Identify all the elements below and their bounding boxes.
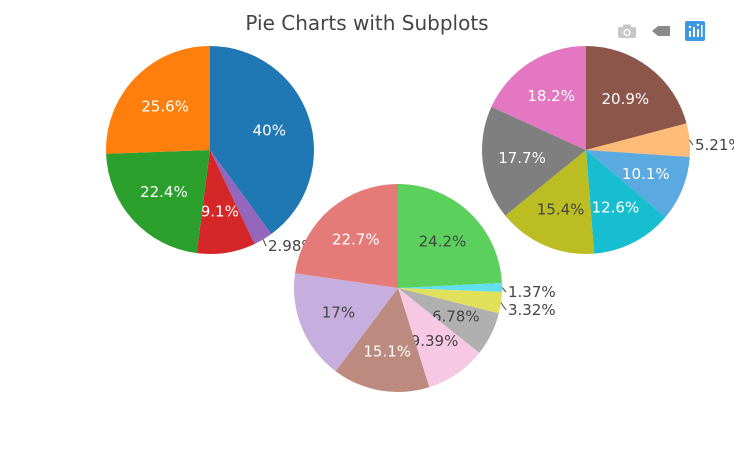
pie-2-slice-6[interactable] — [482, 106, 586, 216]
pie-3-leader-3 — [500, 302, 507, 311]
pie-1-slice-4[interactable] — [106, 150, 210, 254]
pie-2-label-6: 17.7% — [498, 149, 546, 167]
pie-3-label-5: 9.39% — [411, 332, 459, 350]
pie-2-label-2: 5.21% — [695, 136, 734, 154]
pie-3-slice-2[interactable] — [398, 282, 502, 292]
pies-group: 40%2.98%9.1%22.4%25.6%20.9%5.21%10.1%12.… — [106, 45, 734, 392]
pie-2: 20.9% 5.21% 10.1% 12.6% 15.4% 17.7% 18.2% — [482, 45, 734, 255]
pie-3-label-7: 17% — [322, 304, 355, 322]
pie-2-leader-2 — [689, 139, 694, 146]
pie-2-slice-2[interactable] — [586, 123, 690, 158]
pie-3-slice-5[interactable] — [398, 288, 480, 388]
chart-title: Pie Charts with Subplots — [245, 11, 488, 35]
pie-2-slice-4[interactable] — [586, 150, 666, 254]
pie-3-label-4: 6.78% — [432, 308, 480, 326]
pan-icon[interactable] — [648, 18, 674, 44]
pie-2-label-5: 15.4% — [537, 200, 585, 218]
pie-3-slice-1[interactable] — [398, 184, 502, 288]
pie-3-slice-7[interactable] — [294, 273, 398, 372]
pie-3-label-8: 22.7% — [332, 230, 380, 248]
pie-1-slice-5[interactable] — [106, 46, 210, 154]
pie-2-slice-3[interactable] — [586, 150, 690, 218]
pie-1: 40%2.98%9.1%22.4%25.6% — [106, 45, 316, 255]
camera-icon[interactable] — [614, 18, 640, 44]
pie-1-leader-2 — [262, 239, 267, 247]
pie-2-slice-7[interactable] — [491, 46, 586, 150]
pie-3-leader-2 — [501, 287, 507, 293]
pie-3-label-3: 3.32% — [508, 301, 556, 319]
pie-3-label-6: 15.1% — [363, 343, 411, 361]
pie-3-slice-6[interactable] — [335, 288, 430, 392]
pie-3: 24.2% 1.37%3.32% 6.78% 9.39%15.1% 17% 22.7% — [294, 184, 556, 392]
pie-1-label-1: 40% — [253, 122, 286, 140]
pie-3-slice-8[interactable] — [295, 184, 398, 288]
pie-2-label-3: 10.1% — [622, 165, 670, 183]
pie-1-slice-2[interactable] — [210, 150, 272, 244]
pie-1-label-4: 22.4% — [140, 183, 188, 201]
pie-3-label-1: 24.2% — [419, 232, 467, 250]
pie-3-slice-3[interactable] — [398, 288, 502, 314]
plotly-logo-icon[interactable] — [682, 18, 708, 44]
pie-2-label-4: 12.6% — [592, 198, 640, 216]
pie-1-slice-3[interactable] — [196, 150, 255, 255]
pie-3-label-2: 1.37% — [508, 283, 556, 301]
pie-1-label-3: 9.1% — [201, 203, 239, 221]
pie-3-slice-4[interactable] — [398, 288, 499, 353]
pie-1-label-5: 25.6% — [141, 98, 189, 116]
pie-2-slice-5[interactable] — [505, 150, 595, 255]
pie-2-label-1: 20.9% — [601, 90, 649, 108]
modebar — [614, 18, 708, 44]
pie-1-slice-1[interactable] — [210, 45, 315, 235]
pie-2-label-7: 18.2% — [527, 87, 575, 105]
pie-2-slice-1[interactable] — [586, 45, 687, 150]
